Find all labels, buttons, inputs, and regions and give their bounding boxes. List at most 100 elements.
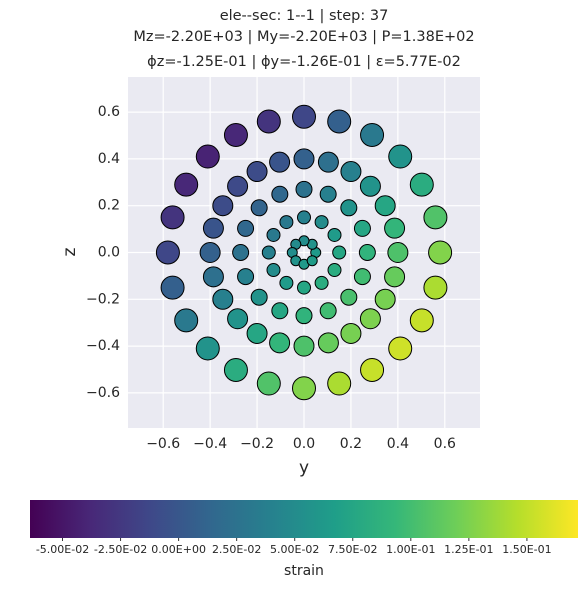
fiber-point	[387, 242, 409, 263]
fiber-point	[297, 210, 311, 225]
fiber-point	[358, 244, 376, 261]
fiber-point	[374, 195, 396, 217]
fiber-point	[261, 245, 276, 260]
fiber-point	[266, 227, 281, 242]
fiber-point	[227, 308, 249, 330]
x-tick-label: −0.4	[193, 436, 227, 452]
fiber-point	[271, 185, 289, 203]
fiber-point	[384, 217, 406, 239]
fiber-point	[223, 357, 248, 382]
fiber-point	[297, 280, 311, 295]
fiber-point	[388, 336, 413, 361]
fiber-point	[327, 227, 342, 242]
colorbar-tick-label: 5.00E-02	[270, 543, 319, 556]
x-tick-label: 0.6	[434, 436, 456, 452]
fiber-point	[295, 180, 313, 198]
y-tick-label: 0.4	[98, 151, 120, 167]
y-axis-label: z	[60, 247, 80, 256]
fiber-point	[237, 219, 255, 237]
fiber-point	[423, 205, 448, 230]
fiber-point	[256, 109, 281, 134]
fiber-point	[359, 175, 381, 197]
y-tick-label: −0.4	[86, 338, 120, 354]
fiber-point	[195, 336, 220, 361]
x-tick-label: −0.6	[146, 436, 180, 452]
x-tick-label: 0.0	[293, 436, 315, 452]
y-tick-label: 0.2	[98, 198, 120, 214]
fiber-point	[327, 371, 352, 396]
chart-title: ele--sec: 1--1 | step: 37	[220, 8, 389, 24]
fiber-point	[293, 148, 315, 170]
colorbar-tick-label: 0.00E+00	[151, 543, 206, 556]
fiber-point	[353, 219, 371, 237]
colorbar-tick-label: -2.50E-02	[94, 543, 147, 556]
fiber-point	[269, 151, 291, 173]
fiber-point	[360, 123, 385, 148]
fiber-point	[246, 322, 268, 344]
fiber-point	[279, 215, 294, 230]
fiber-point	[223, 123, 248, 148]
fiber-point	[202, 217, 224, 239]
fiber-point	[409, 172, 434, 197]
x-tick-label: 0.4	[387, 436, 409, 452]
fiber-point	[374, 288, 396, 310]
fiber-point	[314, 275, 329, 290]
fiber-point	[269, 332, 291, 354]
fiber-point	[353, 268, 371, 286]
colorbar-tick-label: 1.00E-01	[386, 543, 435, 556]
fiber-point	[237, 268, 255, 286]
colorbar-tick-label: -5.00E-02	[36, 543, 89, 556]
fiber-point	[360, 357, 385, 382]
fiber-point	[388, 144, 413, 169]
fiber-point	[202, 266, 224, 288]
fiber-point	[250, 288, 268, 306]
fiber-point	[327, 263, 342, 278]
fiber-point	[199, 242, 221, 263]
fiber-point	[266, 263, 281, 278]
fiber-point	[246, 161, 268, 183]
fiber-point	[227, 175, 249, 197]
fiber-point	[232, 244, 250, 261]
fiber-point	[359, 308, 381, 330]
chart-subtitle: ϕz=-1.25E-01 | ϕy=-1.26E-01 | ε=5.77E-02	[147, 54, 461, 70]
colorbar	[30, 500, 578, 538]
fiber-point	[295, 307, 313, 325]
colorbar-label: strain	[284, 563, 324, 579]
fiber-point	[314, 215, 329, 230]
colorbar-tick-label: 1.50E-01	[502, 543, 551, 556]
fiber-point	[195, 144, 220, 169]
x-tick-label: 0.2	[340, 436, 362, 452]
y-tick-label: 0.6	[98, 104, 120, 120]
fiber-point	[155, 240, 180, 265]
fiber-point	[327, 109, 352, 134]
fiber-point	[306, 255, 318, 267]
fiber-point	[174, 308, 199, 333]
fiber-point	[423, 275, 448, 300]
fiber-point	[292, 376, 316, 401]
fiber-point	[250, 199, 268, 217]
y-tick-label: 0.0	[98, 245, 120, 261]
chart-subtitle: Mz=-2.20E+03 | My=-2.20E+03 | P=1.38E+02	[133, 29, 474, 45]
fiber-point	[332, 245, 347, 260]
colorbar-tick-label: 7.50E-02	[328, 543, 377, 556]
fiber-point	[271, 302, 289, 320]
fiber-point	[340, 161, 362, 183]
fiber-point	[160, 275, 185, 300]
fiber-point	[293, 335, 315, 357]
x-tick-label: −0.2	[240, 436, 274, 452]
fiber-point	[317, 151, 339, 173]
y-tick-label: −0.2	[86, 291, 120, 307]
points	[155, 104, 453, 401]
fiber-point	[212, 195, 234, 217]
fiber-point	[279, 275, 294, 290]
fiber-point	[428, 240, 453, 265]
fiber-point	[409, 308, 434, 333]
fiber-point	[174, 172, 199, 197]
fiber-point	[292, 104, 316, 129]
fiber-point	[384, 266, 406, 288]
x-axis-label: y	[299, 458, 309, 478]
fiber-point	[317, 332, 339, 354]
fiber-point	[256, 371, 281, 396]
fiber-point	[340, 199, 358, 217]
